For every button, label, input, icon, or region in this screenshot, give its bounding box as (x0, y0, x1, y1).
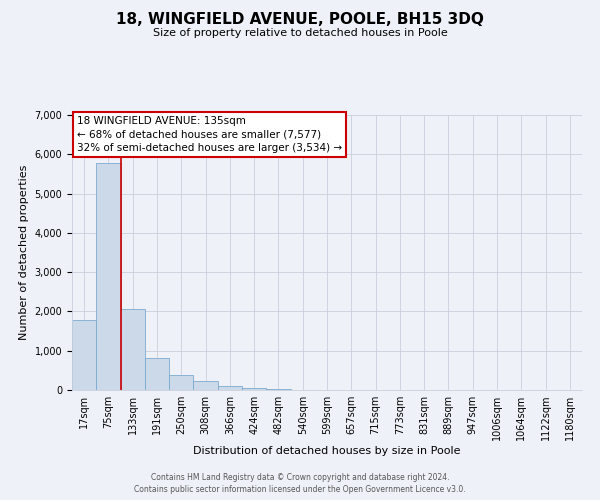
Bar (121, 309, 145, 390)
Bar (266, 389, 290, 390)
Bar (169, 375, 193, 390)
Text: Size of property relative to detached houses in Poole: Size of property relative to detached ho… (152, 28, 448, 38)
Bar (218, 386, 242, 390)
Bar (96, 163, 121, 390)
Text: 18, WINGFIELD AVENUE, POOLE, BH15 3DQ: 18, WINGFIELD AVENUE, POOLE, BH15 3DQ (116, 12, 484, 28)
Bar (72, 320, 96, 390)
Y-axis label: Number of detached properties: Number of detached properties (19, 165, 29, 340)
X-axis label: Distribution of detached houses by size in Poole: Distribution of detached houses by size … (193, 446, 461, 456)
Text: 18 WINGFIELD AVENUE: 135sqm
← 68% of detached houses are smaller (7,577)
32% of : 18 WINGFIELD AVENUE: 135sqm ← 68% of det… (77, 116, 342, 153)
Text: Contains HM Land Registry data © Crown copyright and database right 2024.
Contai: Contains HM Land Registry data © Crown c… (134, 473, 466, 494)
Bar (145, 358, 169, 390)
Bar (193, 381, 218, 390)
Bar (242, 388, 266, 390)
